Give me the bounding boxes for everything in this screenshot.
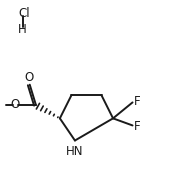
- Text: Cl: Cl: [19, 7, 30, 20]
- Text: HN: HN: [66, 145, 84, 158]
- Text: F: F: [134, 95, 140, 108]
- Text: H: H: [17, 23, 26, 36]
- Text: O: O: [24, 71, 33, 84]
- Text: F: F: [134, 120, 140, 133]
- Text: O: O: [10, 98, 19, 111]
